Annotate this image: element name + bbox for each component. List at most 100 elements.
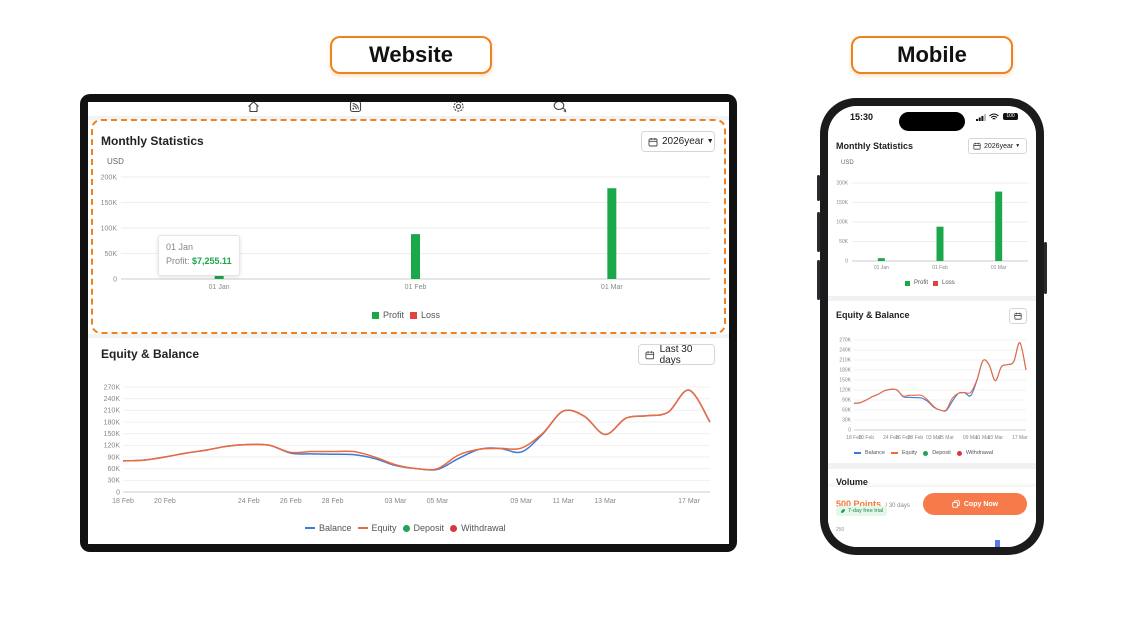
- monthly-statistics-title: Monthly Statistics: [101, 134, 204, 148]
- legend-swatch-equity: [357, 527, 368, 529]
- x-tick-label: 18 Feb: [112, 498, 134, 505]
- x-tick-label: 01 Mar: [601, 284, 623, 291]
- x-tick-label: 13 Mar: [988, 435, 1004, 441]
- x-tick-label: 24 Feb: [238, 498, 260, 505]
- profit-bar: [607, 188, 617, 279]
- gear-icon[interactable]: [452, 102, 465, 113]
- legend-swatch-balance: [305, 527, 315, 529]
- monthly-statistics-card: [88, 120, 729, 334]
- m-volume-bar: [995, 540, 1000, 547]
- x-tick-label: 26 Feb: [895, 435, 911, 441]
- year-select-button[interactable]: 2026year ▼: [641, 131, 715, 152]
- profit-bar: [995, 191, 1003, 261]
- m-legend-swatch-deposit: [923, 450, 929, 456]
- m-legend-item-profit[interactable]: Profit: [905, 280, 928, 286]
- m-date-range-button[interactable]: [1009, 308, 1027, 324]
- website-label: Website: [330, 36, 492, 74]
- profit-bar: [214, 275, 224, 279]
- y-tick-label: 180K: [104, 419, 121, 426]
- y-tick-label: 0: [848, 428, 851, 434]
- m-legend-item-loss[interactable]: Loss: [933, 280, 955, 286]
- m-legend-item-deposit[interactable]: Deposit: [923, 450, 951, 456]
- x-tick-label: 09 Mar: [510, 498, 532, 505]
- y-tick-label: 100K: [836, 220, 848, 226]
- m-year-select-button[interactable]: 2026year ▼: [968, 138, 1027, 154]
- year-select-label: 2026year: [662, 136, 704, 147]
- y-tick-label: 50K: [839, 239, 849, 245]
- y-tick-label: 150K: [101, 200, 118, 207]
- battery-icon: 100: [1003, 113, 1018, 120]
- legend-swatch-profit: [372, 311, 379, 319]
- y-tick-label: 210K: [839, 358, 851, 364]
- legend-label-loss: Loss: [421, 310, 441, 320]
- m-legend-item-withdrawal[interactable]: Withdrawal: [956, 450, 993, 456]
- copy-now-button[interactable]: Copy Now: [923, 493, 1027, 515]
- y-tick-label: 210K: [104, 408, 121, 415]
- y-tick-label: 150K: [836, 200, 848, 206]
- legend-item-withdrawal[interactable]: Withdrawal: [450, 523, 506, 533]
- m-legend-swatch-balance: [854, 452, 861, 454]
- x-tick-label: 01 Feb: [932, 265, 948, 271]
- series-line-equity: [122, 389, 711, 471]
- date-range-button[interactable]: Last 30 days: [638, 343, 715, 366]
- m-legend-item-balance[interactable]: Balance: [854, 450, 885, 456]
- m-volume-title: Volume: [836, 477, 868, 487]
- rss-icon[interactable]: [349, 102, 362, 113]
- x-tick-label: 11 Mar: [975, 435, 991, 441]
- x-tick-label: 28 Feb: [908, 435, 924, 441]
- copy-now-label: Copy Now: [963, 500, 999, 508]
- legend-item-loss[interactable]: Loss: [410, 310, 440, 320]
- m-legend-swatch-equity: [890, 452, 898, 454]
- x-tick-label: 11 Mar: [553, 498, 575, 505]
- x-tick-label: 20 Feb: [154, 498, 176, 505]
- y-tick-label: 90K: [842, 398, 852, 404]
- m-legend-label-equity: Equity: [901, 450, 918, 456]
- profit-bar: [877, 258, 885, 261]
- phone-side-button: [817, 175, 820, 201]
- x-tick-label: 01 Jan: [874, 265, 889, 271]
- y-tick-label: 180K: [839, 368, 851, 374]
- m-legend-label-loss: Loss: [942, 280, 955, 286]
- m-points-row: 500 Points / 30 days: [836, 494, 910, 512]
- m-monthly-title: Monthly Statistics: [836, 141, 914, 151]
- legend-item-equity[interactable]: Equity: [357, 523, 397, 533]
- legend-item-profit[interactable]: Profit: [372, 310, 404, 320]
- profit-tooltip: 01 Jan Profit: $7,255.11: [158, 235, 240, 276]
- chevron-down-icon: ▼: [706, 138, 714, 145]
- calendar-icon: [645, 350, 655, 359]
- home-icon[interactable]: [247, 102, 260, 113]
- legend-item-deposit[interactable]: Deposit: [402, 523, 444, 533]
- legend-label-equity: Equity: [371, 523, 397, 533]
- m-legend-label-profit: Profit: [914, 280, 929, 286]
- phone-side-button: [817, 260, 820, 300]
- y-tick-label: 120K: [839, 388, 851, 394]
- calendar-icon: [1014, 312, 1022, 320]
- m-equity-legend: Balance Equity Deposit Withdrawal: [854, 450, 993, 456]
- x-tick-label: 24 Feb: [883, 435, 899, 441]
- legend-item-balance[interactable]: Balance: [305, 523, 352, 533]
- wifi-icon: [989, 113, 999, 120]
- profit-bar: [936, 226, 944, 261]
- x-tick-label: 26 Feb: [280, 498, 302, 505]
- x-tick-label: 09 Mar: [963, 435, 979, 441]
- m-legend-label-deposit: Deposit: [932, 450, 951, 456]
- legend-swatch-withdrawal: [450, 524, 458, 532]
- y-tick-label: 60K: [842, 408, 852, 414]
- highlight-dashed-box: [91, 119, 726, 334]
- series-line-equity: [853, 342, 1027, 412]
- x-tick-label: 17 Mar: [1012, 435, 1028, 441]
- phone-screen: 15:30 100 Monthly Statistics 2026year ▼ …: [828, 106, 1036, 547]
- calendar-icon: [973, 142, 981, 150]
- m-volume-tick: 250: [836, 527, 845, 533]
- monthly-bar-chart: 0 50K 100K 150K 200K 01 Jan 01 Feb 01 Mar: [101, 174, 710, 291]
- m-legend-swatch-loss: [933, 280, 939, 286]
- date-range-label: Last 30 days: [659, 343, 693, 366]
- legend-label-withdrawal: Withdrawal: [461, 523, 506, 533]
- profit-bar: [411, 234, 420, 279]
- m-legend-item-equity[interactable]: Equity: [890, 450, 918, 456]
- x-tick-label: 03 Mar: [385, 498, 407, 505]
- status-time: 15:30: [850, 112, 874, 122]
- y-tick-label: 0: [116, 489, 120, 496]
- chat-icon[interactable]: [553, 102, 567, 113]
- series-line-balance: [122, 389, 711, 471]
